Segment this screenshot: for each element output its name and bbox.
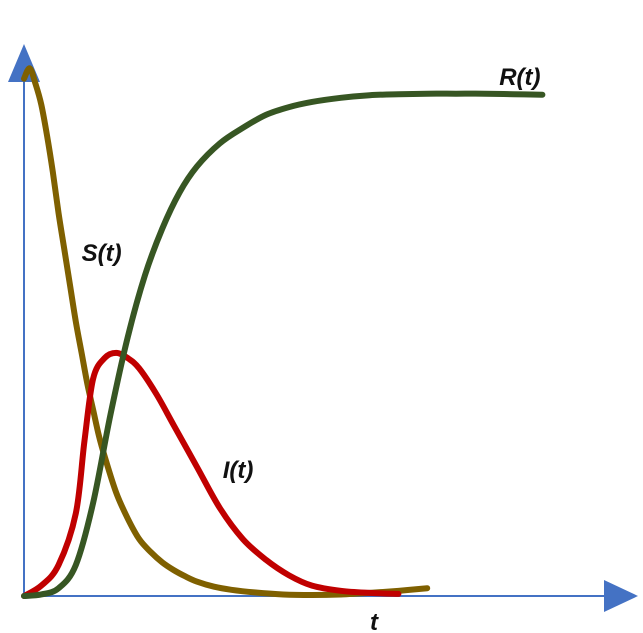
axes xyxy=(8,44,638,612)
series-layer xyxy=(21,65,546,599)
series-line-r-t xyxy=(21,90,546,599)
series-line-s-t xyxy=(21,65,431,598)
curve-label-r-t: R(t) xyxy=(499,64,540,91)
curve-label-s-t: S(t) xyxy=(82,240,122,267)
x-axis-arrowhead xyxy=(604,580,638,612)
label-layer: R(t) S(t) I(t) xyxy=(82,64,541,484)
curve-label-i-t: I(t) xyxy=(223,457,254,484)
series-line-i-t xyxy=(21,349,402,599)
x-axis-label: t xyxy=(370,609,379,633)
